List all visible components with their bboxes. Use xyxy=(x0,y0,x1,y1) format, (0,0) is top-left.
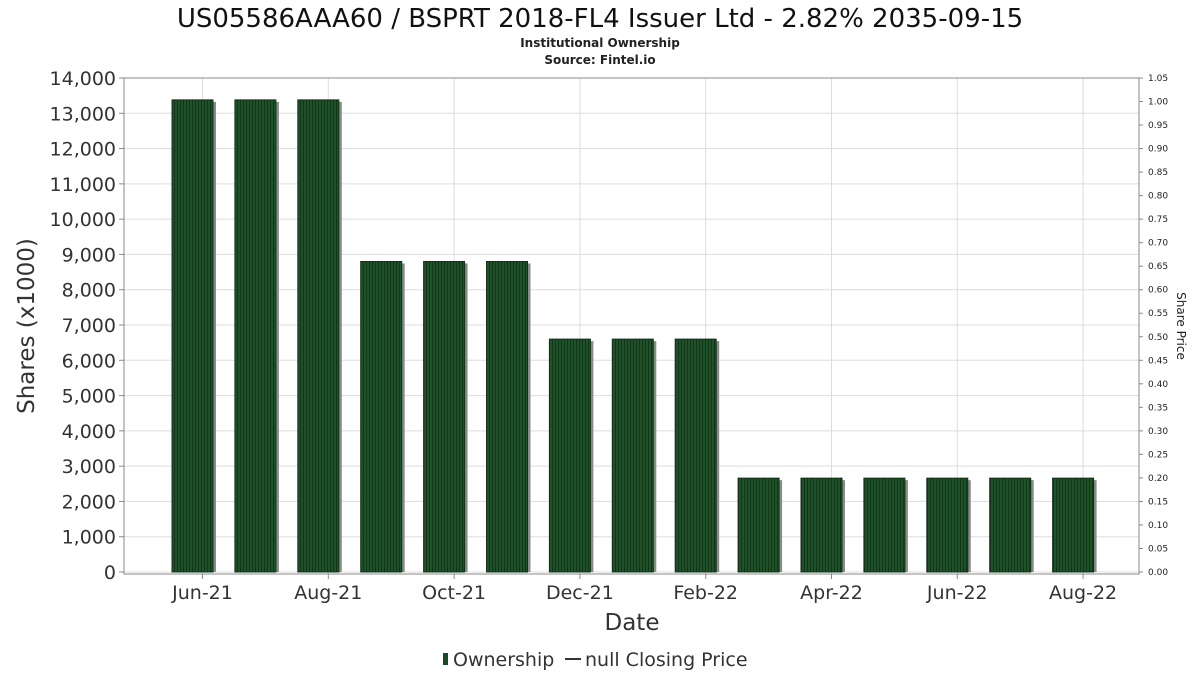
x-tick-label: Aug-22 xyxy=(1049,582,1117,604)
y2-tick-label: 0.70 xyxy=(1148,239,1168,249)
chart-title: US05586AAA60 / BSPRT 2018-FL4 Issuer Ltd… xyxy=(177,4,1023,34)
y2-tick-label: 0.40 xyxy=(1148,380,1168,390)
bar xyxy=(611,338,654,573)
y2-tick-label: 0.15 xyxy=(1148,497,1168,507)
y2-tick-label: 0.25 xyxy=(1148,450,1168,460)
y2-tick-label: 0.65 xyxy=(1148,262,1168,272)
y-tick-label: 10,000 xyxy=(50,209,116,231)
plot-frame xyxy=(123,77,1140,575)
y2-tick-label: 0.90 xyxy=(1148,145,1168,155)
bar xyxy=(800,477,843,573)
x-tick-label: Apr-22 xyxy=(800,582,863,604)
y2-tick-label: 0.75 xyxy=(1148,215,1168,225)
bar xyxy=(989,477,1032,573)
y2-tick-label: 0.85 xyxy=(1148,168,1168,178)
bar xyxy=(297,99,340,573)
x-axis-label: Date xyxy=(605,610,660,636)
y2-tick-label: 0.50 xyxy=(1148,333,1168,343)
chart-source: Source: Fintel.io xyxy=(544,53,655,67)
y-tick-label: 1,000 xyxy=(62,527,116,549)
legend-price-label: null Closing Price xyxy=(585,649,748,671)
bar xyxy=(863,477,906,573)
bar xyxy=(234,99,277,573)
y-tick-label: 7,000 xyxy=(62,315,116,337)
bar xyxy=(737,477,780,573)
legend-ownership-label: Ownership xyxy=(453,649,554,671)
y2-tick-label: 0.20 xyxy=(1148,474,1168,484)
bar xyxy=(486,260,528,573)
y2-tick-label: 0.05 xyxy=(1148,544,1168,554)
y-tick-label: 11,000 xyxy=(50,174,116,196)
bar xyxy=(674,338,717,573)
x-tick-label: Jun-22 xyxy=(926,582,988,604)
bar xyxy=(423,260,466,573)
y-tick-label: 4,000 xyxy=(62,421,116,443)
y2-axis-label: Share Price xyxy=(1174,292,1188,360)
y-tick-label: 2,000 xyxy=(62,491,116,513)
x-tick-label: Jun-21 xyxy=(171,582,233,604)
y-tick-label: 6,000 xyxy=(62,350,116,372)
y2-tick-label: 0.95 xyxy=(1148,121,1168,131)
y2-tick-label: 1.00 xyxy=(1148,98,1168,108)
bar xyxy=(548,338,591,573)
y2-tick-label: 0.30 xyxy=(1148,427,1168,437)
y-tick-label: 13,000 xyxy=(50,103,116,125)
y2-tick-label: 0.00 xyxy=(1148,568,1168,578)
bar-series xyxy=(171,99,1097,573)
y-tick-label: 5,000 xyxy=(62,386,116,408)
y2-tick-label: 1.05 xyxy=(1148,74,1168,84)
bar xyxy=(171,99,214,573)
y-tick-label: 3,000 xyxy=(62,456,116,478)
x-tick-label: Feb-22 xyxy=(673,582,738,604)
y2-tick-label: 0.10 xyxy=(1148,521,1168,531)
y2-axis-ticks: 0.00 0.05 0.10 0.15 0.20 0.25 0.30 0.35 0.40 0.45… xyxy=(1139,74,1168,578)
y-tick-label: 8,000 xyxy=(62,280,116,302)
y2-tick-label: 0.55 xyxy=(1148,309,1168,319)
legend-ownership-swatch xyxy=(443,653,448,665)
bar xyxy=(360,260,403,573)
bar xyxy=(926,477,969,573)
y2-tick-label: 0.60 xyxy=(1148,286,1168,296)
y2-tick-label: 0.35 xyxy=(1148,403,1168,413)
bar xyxy=(1052,477,1095,573)
y-tick-label: 14,000 xyxy=(50,68,116,90)
y-axis-ticks: 0 1,000 2,000 3,000 4,000 5,000 6,000 7,000 8,00… xyxy=(50,68,124,584)
y-tick-label: 0 xyxy=(104,562,116,584)
x-axis-ticks: Jun-21 Aug-21 Oct-21 Dec-21 Feb-22 Apr-22 Jun-… xyxy=(171,574,1117,604)
x-tick-label: Dec-21 xyxy=(546,582,614,604)
x-tick-label: Oct-21 xyxy=(422,582,486,604)
y-tick-label: 9,000 xyxy=(62,244,116,266)
y-axis-label: Shares (x1000) xyxy=(14,238,40,414)
x-tick-label: Aug-21 xyxy=(294,582,362,604)
y-tick-label: 12,000 xyxy=(50,139,116,161)
y2-tick-label: 0.80 xyxy=(1148,192,1168,202)
y2-tick-label: 0.45 xyxy=(1148,356,1168,366)
chart-subtitle: Institutional Ownership xyxy=(520,36,680,50)
legend: Ownership null Closing Price xyxy=(443,649,748,671)
